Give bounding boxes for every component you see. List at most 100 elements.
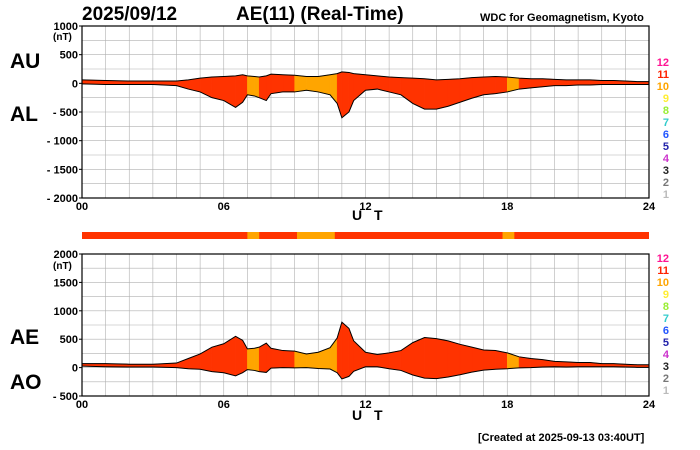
area-segment <box>318 347 331 370</box>
area-segment <box>483 76 496 96</box>
area-segment <box>353 73 366 102</box>
area-segment <box>577 79 591 86</box>
station-count-label: 11 <box>657 265 669 277</box>
au-line <box>81 71 649 83</box>
ao-line <box>81 365 649 380</box>
chart-date: 2025/09/12 <box>82 4 178 25</box>
area-segment <box>211 343 224 373</box>
x-tick-label: 12 <box>359 399 371 411</box>
ae-ao-area <box>81 321 650 380</box>
area-segment <box>306 351 319 369</box>
area-segment <box>459 343 473 376</box>
area-segment <box>223 75 236 108</box>
y-tick-label: - 2000 <box>47 193 78 205</box>
station-count-label: 11 <box>657 69 669 81</box>
area-segment <box>282 74 295 93</box>
area-segment <box>247 348 255 371</box>
area-segment <box>377 352 390 370</box>
y-tick-label: 500 <box>60 334 78 346</box>
station-count-label: 12 <box>657 57 669 69</box>
station-count-label: 3 <box>663 361 669 373</box>
area-segment <box>318 74 331 96</box>
area-segment <box>424 78 437 110</box>
y-tick-label: 1000 <box>54 306 78 318</box>
area-segment <box>306 76 319 93</box>
x-tick-label: 00 <box>76 399 88 411</box>
au-label: AU <box>10 50 41 73</box>
plot-frame <box>81 253 650 397</box>
ae-ao-x-tick-labels: 00 06 12 18 24 <box>76 399 656 411</box>
station-count-label: 6 <box>663 129 669 141</box>
organization-label: WDC for Geomagnetism, Kyoto <box>480 12 644 24</box>
area-segment <box>471 346 484 373</box>
station-count-label: 5 <box>663 141 669 153</box>
area-segment <box>341 321 350 380</box>
station-count-label: 6 <box>663 325 669 337</box>
x-tick-label: 06 <box>218 201 230 213</box>
area-segment <box>447 340 461 378</box>
area-segment <box>365 74 378 91</box>
area-segment <box>254 76 260 99</box>
station-count-label: 4 <box>663 349 670 361</box>
y-tick-label: - 1000 <box>47 136 78 148</box>
ae-ao-x-axis-title: U T <box>352 407 387 423</box>
au-al-grid <box>81 25 650 199</box>
au-al-y-tick-labels: 1000 500 0 - 500 - 1000 - 1500 - 2000 <box>47 21 82 205</box>
area-segment <box>353 340 366 372</box>
area-segment <box>483 349 496 371</box>
area-segment <box>424 337 437 379</box>
y-tick-label: 1000 <box>54 21 78 33</box>
area-segment <box>412 337 425 379</box>
area-segment <box>235 335 243 377</box>
station-count-label: 12 <box>657 253 669 265</box>
station-count-label: 2 <box>663 177 669 189</box>
station-count-strip <box>82 232 649 239</box>
area-segment <box>577 362 591 367</box>
station-count-label: 9 <box>663 289 669 301</box>
strip-ten-stations <box>247 232 260 239</box>
x-tick-label: 12 <box>359 201 371 213</box>
x-tick-label: 18 <box>501 201 513 213</box>
y-tick-label: - 500 <box>53 391 78 403</box>
station-count-label: 9 <box>663 93 669 105</box>
ae-label: AE <box>10 326 40 349</box>
strip-many-stations <box>82 232 649 239</box>
area-segment <box>518 77 532 90</box>
area-segment <box>436 338 449 379</box>
area-segment <box>495 350 508 370</box>
area-segment <box>254 346 260 372</box>
station-count-label: 7 <box>663 313 669 325</box>
y-tick-label: - 500 <box>53 107 78 119</box>
area-segment <box>601 80 614 85</box>
y-tick-label: 0 <box>72 78 78 90</box>
y-tick-label: - 1500 <box>47 164 78 176</box>
strip-ten-stations <box>502 232 515 239</box>
station-count-label: 1 <box>663 385 669 397</box>
station-count-label: 10 <box>657 277 669 289</box>
area-segment <box>258 342 267 373</box>
x-tick-label: 06 <box>218 399 230 411</box>
station-count-label: 10 <box>657 81 669 93</box>
y-tick-label: 500 <box>60 50 78 62</box>
ae-line <box>82 321 649 366</box>
ae-ao-unit-label: (nT) <box>53 261 72 272</box>
created-timestamp: [Created at 2025-09-13 03:40UT] <box>478 432 645 444</box>
y-tick-label: 1500 <box>54 277 78 289</box>
ae-ao-frame <box>81 253 650 397</box>
area-segment <box>447 78 461 107</box>
x-tick-label: 24 <box>643 201 656 213</box>
area-segment <box>270 347 284 369</box>
station-count-label: 8 <box>663 301 669 313</box>
area-segment <box>176 358 189 370</box>
area-segment <box>341 71 350 119</box>
au-al-x-axis-title: U T <box>352 207 387 223</box>
area-segment <box>400 342 413 376</box>
station-count-label: 5 <box>663 337 669 349</box>
area-segment <box>247 75 255 97</box>
station-count-label: 7 <box>663 117 669 129</box>
x-tick-label: 18 <box>501 399 513 411</box>
ao-label: AO <box>10 371 42 394</box>
x-tick-label: 00 <box>76 201 88 213</box>
